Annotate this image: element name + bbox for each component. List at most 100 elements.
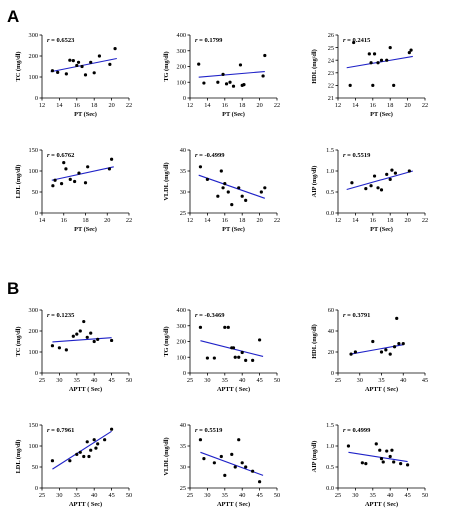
data-point: [371, 339, 375, 344]
data-point: [92, 71, 96, 75]
data-point: [364, 187, 368, 191]
data-point: [240, 461, 244, 465]
x-tick-label: 50: [274, 377, 280, 384]
y-tick-label: 150: [29, 422, 38, 429]
data-point: [372, 174, 377, 178]
x-axis-label: PT (Sec): [222, 111, 245, 118]
data-point: [392, 460, 396, 464]
x-tick-label: 16: [222, 217, 228, 224]
x-tick-label: 35: [370, 492, 376, 499]
correlation-label: r = 0.5519: [343, 152, 371, 159]
data-point: [75, 332, 79, 336]
chart-2: 12 14 16 18 20 22 0 100 200 300 400 PT (Sec) TG (mg/…: [163, 32, 280, 118]
y-tick-label: 150: [29, 147, 38, 154]
y-axis-label: TG (mg/dl): [163, 51, 170, 81]
x-tick-label: 14: [56, 102, 63, 109]
data-point: [392, 83, 396, 87]
y-tick-label: 200: [177, 339, 186, 346]
data-point: [212, 356, 216, 360]
data-point: [50, 459, 55, 463]
x-axis-label: PT (Sec): [370, 111, 393, 118]
y-tick-label: 1.5: [326, 147, 334, 154]
data-point: [259, 190, 263, 194]
data-point: [82, 454, 86, 459]
x-tick-label: 22: [126, 217, 132, 224]
y-tick-label: 26: [328, 32, 334, 39]
data-point: [379, 457, 384, 461]
correlation-label: r = -0.4999: [195, 152, 225, 159]
data-point: [251, 469, 255, 473]
x-tick-label: 50: [274, 492, 280, 499]
x-tick-label: 45: [256, 492, 262, 499]
data-point: [219, 169, 223, 173]
data-point: [393, 171, 398, 175]
data-point: [107, 167, 112, 171]
data-point: [110, 338, 114, 343]
data-point: [385, 172, 389, 176]
data-point: [223, 473, 227, 477]
data-point: [226, 190, 230, 194]
data-point: [80, 64, 84, 69]
data-point: [388, 454, 392, 459]
data-point: [258, 338, 262, 342]
x-tick-label: 20: [404, 102, 410, 109]
data-point: [113, 47, 117, 51]
data-point: [350, 181, 354, 185]
regression-line: [346, 170, 413, 191]
x-tick-label: 35: [74, 492, 80, 499]
y-axis-label: VLDL (mg/dl): [163, 437, 170, 475]
x-tick-label: 18: [91, 102, 97, 109]
x-tick-label: 25: [335, 377, 341, 384]
x-tick-label: 16: [61, 217, 67, 224]
x-tick-label: 45: [108, 377, 114, 384]
data-point: [110, 427, 114, 431]
data-point: [64, 167, 68, 171]
data-point: [198, 438, 203, 442]
data-point: [392, 345, 397, 349]
data-point: [230, 203, 234, 207]
x-tick-label: 40: [91, 492, 97, 499]
data-point: [96, 442, 100, 446]
data-point: [212, 461, 216, 465]
y-axis-label: LDL (mg/dl): [15, 440, 22, 474]
correlation-label: r = 0.1799: [195, 37, 223, 44]
y-axis-label: VLDL (mg/dl): [163, 162, 170, 200]
chart-8: 25 30 35 40 45 50 0 100 200 300 400 APTT ( Sec) TG (…: [163, 307, 280, 393]
correlation-label: r = 0.2415: [343, 37, 371, 44]
data-point: [96, 337, 100, 341]
data-point: [231, 346, 236, 350]
y-tick-label: 100: [177, 79, 186, 86]
y-tick-label: 0: [35, 95, 38, 102]
data-point: [223, 325, 227, 329]
data-point: [261, 74, 265, 78]
data-point: [242, 83, 246, 87]
data-point: [53, 178, 57, 182]
y-tick-label: 100: [177, 354, 186, 361]
y-tick-label: 25: [328, 45, 334, 52]
y-tick-label: 35: [180, 168, 186, 175]
y-tick-label: 21: [328, 95, 334, 102]
y-tick-label: 0: [35, 485, 38, 492]
chart-1: 12 14 16 18 20 22 0 100 200 300 PT (Sec) TC (mg/dl)…: [15, 32, 132, 118]
chart-7: 25 30 35 40 45 50 0 100 200 300 APTT ( Sec) TC (mg/…: [15, 307, 132, 393]
data-point: [360, 461, 364, 465]
data-point: [62, 161, 66, 165]
x-tick-label: 16: [370, 217, 376, 224]
data-point: [92, 339, 96, 344]
data-point: [73, 179, 77, 184]
data-point: [83, 73, 88, 77]
data-point: [75, 63, 79, 68]
x-tick-label: 12: [335, 102, 341, 109]
data-point: [89, 60, 93, 64]
data-point: [198, 165, 203, 169]
data-point: [82, 319, 86, 324]
x-tick-label: 18: [387, 102, 393, 109]
x-axis-label: APTT ( Sec): [217, 501, 250, 508]
x-tick-label: 20: [404, 217, 410, 224]
x-tick-label: 40: [239, 377, 245, 384]
y-tick-label: 50: [32, 189, 38, 196]
regression-line: [198, 174, 266, 199]
regression-line: [51, 166, 114, 181]
data-point: [202, 457, 206, 461]
